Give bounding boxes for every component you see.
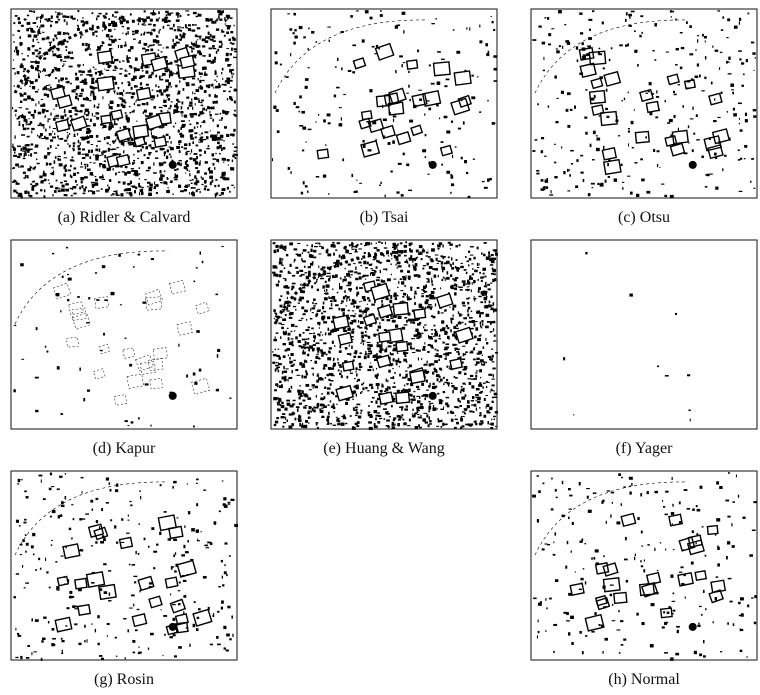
binarized-image	[270, 8, 498, 199]
panel-caption: (d) Kapur	[10, 440, 238, 458]
panel-caption: (e) Huang & Wang	[270, 440, 498, 458]
panel: (c) Otsu	[530, 8, 758, 227]
binarized-image	[530, 8, 758, 199]
panel-caption: (a) Ridler & Calvard	[10, 209, 238, 227]
panel: (f) Yager	[530, 239, 758, 458]
panel-caption: (c) Otsu	[530, 209, 758, 227]
panel-caption: (b) Tsai	[270, 209, 498, 227]
panel: (a) Ridler & Calvard	[10, 8, 238, 227]
binarized-image	[530, 470, 758, 661]
binarized-image	[10, 8, 238, 199]
panel-caption: (f) Yager	[530, 440, 758, 458]
panel: (b) Tsai	[270, 8, 498, 227]
figure-page: (a) Ridler & Calvard (b) Tsai (c) Otsu (d) …	[0, 0, 760, 695]
binarized-image	[530, 239, 758, 430]
panel-caption: (g) Rosin	[10, 671, 238, 689]
panel: (d) Kapur	[10, 239, 238, 458]
panel: (h) Normal	[530, 470, 758, 689]
binarized-image	[270, 239, 498, 430]
binarized-image	[10, 470, 238, 661]
panel-caption: (h) Normal	[530, 671, 758, 689]
panel: (g) Rosin	[10, 470, 238, 689]
binarized-image	[10, 239, 238, 430]
panel: (e) Huang & Wang	[270, 239, 498, 458]
